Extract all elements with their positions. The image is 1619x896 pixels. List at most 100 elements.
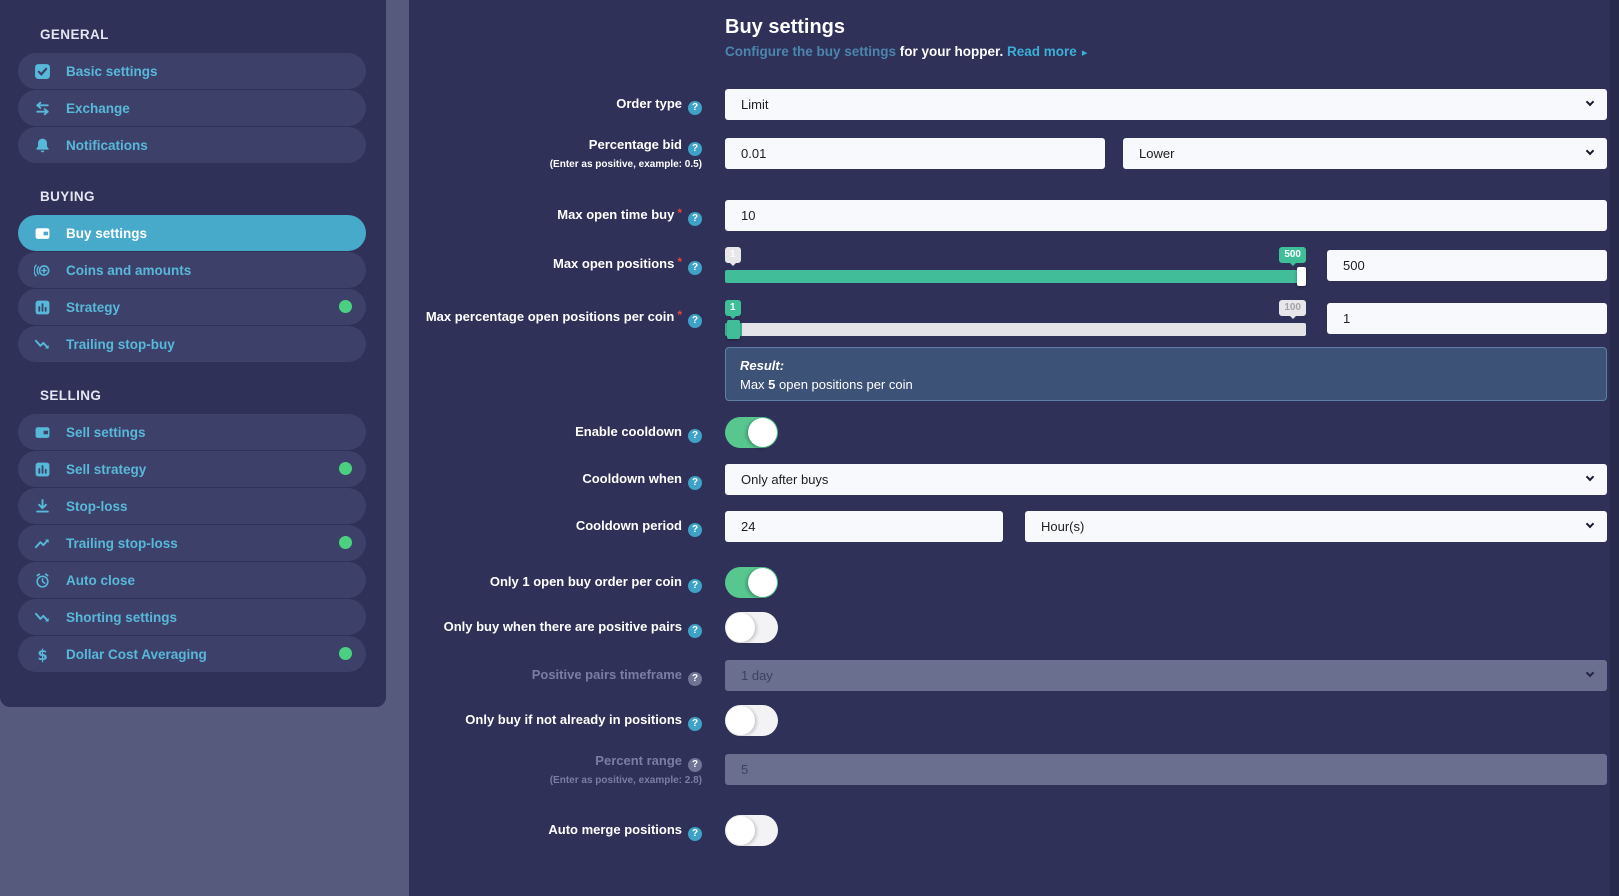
help-icon[interactable]: ? — [688, 826, 702, 841]
slider-handle[interactable] — [727, 320, 740, 339]
sidebar-panel: GENERAL Basic settings Exchange Notificatio… — [0, 0, 386, 707]
chevron-down-icon — [1585, 519, 1595, 529]
max-percentage-input[interactable] — [1327, 302, 1607, 334]
download-icon — [34, 498, 51, 515]
max-percentage-open-positions-row: Max percentage open positions per coin *?… — [409, 300, 1607, 339]
help-icon[interactable]: ? — [688, 716, 702, 731]
sidebar-item-exchange[interactable]: Exchange — [18, 90, 366, 126]
help-icon[interactable]: ? — [688, 578, 702, 593]
sidebar-item-label: Shorting settings — [66, 609, 177, 625]
cooldown-when-label: Cooldown when — [582, 470, 682, 486]
auto-merge-positions-toggle[interactable] — [725, 815, 778, 846]
sidebar-item-label: Basic settings — [66, 63, 158, 79]
sidebar-item-strategy[interactable]: Strategy — [18, 289, 366, 325]
svg-text:$: $ — [37, 646, 47, 663]
help-icon[interactable]: ? — [688, 100, 702, 115]
help-icon[interactable]: ? — [688, 142, 702, 156]
help-icon[interactable]: ? — [688, 623, 702, 638]
cooldown-when-select[interactable]: Only after buys — [725, 464, 1607, 495]
sidebar-item-label: Dollar Cost Averaging — [66, 646, 207, 662]
sidebar-section: GENERAL Basic settings Exchange Notificatio… — [0, 27, 386, 163]
slider-value-badge: 1 — [725, 300, 741, 319]
enable-cooldown-toggle[interactable] — [725, 417, 778, 448]
sidebar-item-sell-strategy[interactable]: Sell strategy — [18, 451, 366, 487]
max-percentage-slider[interactable]: 1 100 — [725, 300, 1306, 339]
auto-merge-positions-row: Auto merge positions? — [409, 815, 1607, 846]
sidebar-section-heading: BUYING — [40, 189, 95, 204]
slider-track[interactable] — [725, 267, 1306, 286]
sidebar-item-notifications[interactable]: Notifications — [18, 127, 366, 163]
order-type-row: Order type? Limit — [409, 89, 1607, 120]
sidebar-item-sell-settings[interactable]: Sell settings — [18, 414, 366, 450]
max-open-positions-slider[interactable]: 1 500 — [725, 247, 1306, 286]
enable-cooldown-row: Enable cooldown? — [409, 417, 1607, 448]
bar-chart-icon — [34, 299, 51, 316]
sidebar-item-buy-settings[interactable]: Buy settings — [18, 215, 366, 251]
toggle-knob — [726, 816, 755, 845]
help-icon[interactable]: ? — [688, 475, 702, 490]
help-icon[interactable]: ? — [688, 522, 702, 537]
trend-up-icon — [34, 535, 51, 552]
read-more-link[interactable]: Read more — [1007, 44, 1077, 59]
order-type-select[interactable]: Limit — [725, 89, 1607, 120]
result-text: Max 5 open positions per coin — [740, 377, 913, 392]
percent-range-input — [725, 754, 1607, 785]
sidebar-item-dollar-cost-averaging[interactable]: $ Dollar Cost Averaging — [18, 636, 366, 672]
sidebar-item-coins-and-amounts[interactable]: Coins and amounts — [18, 252, 366, 288]
bar-chart-icon — [34, 461, 51, 478]
status-dot — [339, 536, 352, 549]
max-open-positions-input[interactable] — [1327, 249, 1607, 281]
max-percentage-open-positions-label: Max percentage open positions per coin — [425, 309, 675, 324]
sidebar-item-basic-settings[interactable]: Basic settings — [18, 53, 366, 89]
percentage-bid-unit-select[interactable]: Lower — [1123, 138, 1607, 169]
slider-handle[interactable] — [1297, 267, 1306, 286]
result-heading: Result: — [740, 358, 785, 373]
only-buy-positive-pairs-label: Only buy when there are positive pairs — [443, 618, 682, 634]
sidebar-item-label: Coins and amounts — [66, 262, 192, 278]
exchange-arrows-icon — [34, 100, 51, 117]
alarm-clock-icon — [34, 572, 51, 589]
sidebar-item-label: Stop-loss — [66, 498, 128, 514]
help-icon[interactable]: ? — [688, 211, 702, 226]
sidebar-item-shorting-settings[interactable]: Shorting settings — [18, 599, 366, 635]
only-buy-positive-pairs-row: Only buy when there are positive pairs? — [409, 612, 1607, 643]
sidebar-item-label: Buy settings — [66, 225, 148, 241]
scrollbar[interactable] — [1610, 0, 1619, 896]
help-icon[interactable]: ? — [688, 428, 702, 443]
status-dot — [339, 300, 352, 313]
caret-right-icon: ▸ — [1081, 47, 1088, 59]
slider-min-badge: 1 — [725, 247, 741, 266]
percentage-bid-input[interactable] — [725, 138, 1105, 169]
max-open-positions-label: Max open positions — [552, 256, 675, 271]
slider-track[interactable] — [725, 320, 1306, 339]
cooldown-period-unit-select[interactable]: Hour(s) — [1025, 511, 1607, 542]
help-icon[interactable]: ? — [688, 261, 702, 275]
only-1-open-buy-order-row: Only 1 open buy order per coin? — [409, 567, 1607, 598]
wallet-icon — [34, 424, 51, 441]
trend-down-icon — [34, 336, 51, 353]
sidebar-item-stop-loss[interactable]: Stop-loss — [18, 488, 366, 524]
sidebar-item-trailing-stop-loss[interactable]: Trailing stop-loss — [18, 525, 366, 561]
configure-link[interactable]: Configure the buy settings — [725, 44, 897, 59]
max-open-time-buy-input[interactable] — [725, 200, 1607, 231]
sidebar-section: BUYING Buy settings Coins and amounts Strat… — [0, 189, 386, 362]
help-icon[interactable]: ? — [688, 758, 702, 772]
result-value: 5 — [768, 377, 776, 392]
slider-max-badge: 100 — [1279, 300, 1306, 319]
sidebar-section-heading: SELLING — [40, 388, 102, 403]
positive-pairs-timeframe-value: 1 day — [741, 668, 773, 683]
only-buy-positive-pairs-toggle[interactable] — [725, 612, 778, 643]
toggle-knob — [726, 706, 755, 735]
slider-value-badge: 500 — [1279, 247, 1306, 266]
toggle-knob — [748, 568, 777, 597]
sidebar-item-label: Notifications — [66, 137, 148, 153]
sidebar-item-auto-close[interactable]: Auto close — [18, 562, 366, 598]
cooldown-period-input[interactable] — [725, 511, 1003, 542]
help-icon[interactable]: ? — [688, 314, 702, 328]
chevron-down-icon — [1585, 97, 1595, 107]
help-icon[interactable]: ? — [688, 671, 702, 686]
sidebar-item-label: Sell strategy — [66, 461, 147, 477]
only-buy-not-in-positions-toggle[interactable] — [725, 705, 778, 736]
sidebar-item-trailing-stop-buy[interactable]: Trailing stop-buy — [18, 326, 366, 362]
only-1-open-buy-order-toggle[interactable] — [725, 567, 778, 598]
